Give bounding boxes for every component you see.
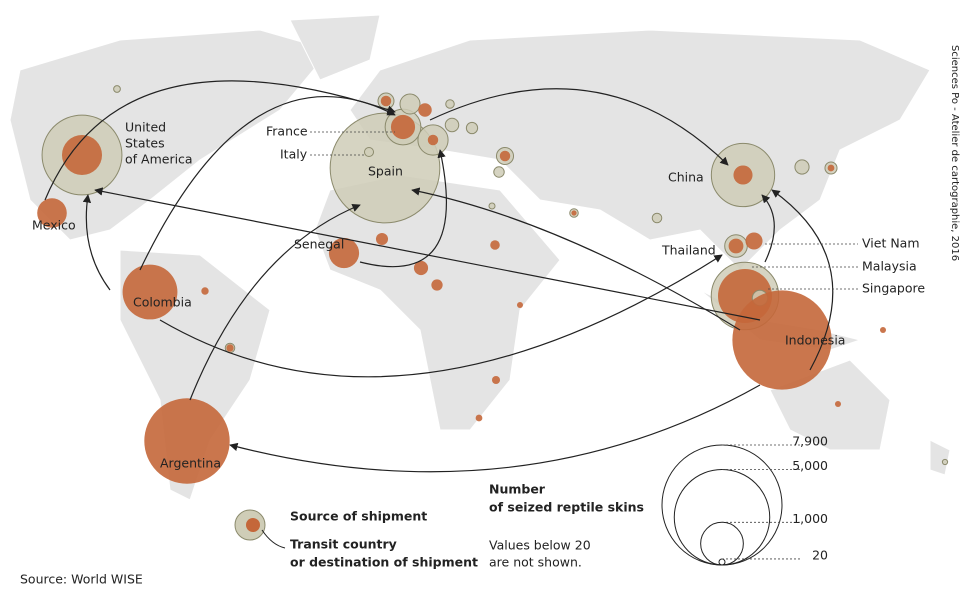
size-legend-note: Values below 20 [489, 538, 591, 553]
country-label: Senegal [294, 237, 344, 252]
source-bubble [122, 264, 178, 320]
legend-transit: Transit country [290, 537, 397, 552]
size-label: 1,000 [792, 511, 828, 526]
transit-bubble [113, 85, 121, 93]
country-label: Malaysia [862, 259, 917, 274]
country-label: Viet Nam [862, 236, 920, 251]
legend-source: Source of shipment [290, 509, 427, 524]
source-bubble [226, 344, 234, 352]
size-label: 20 [812, 547, 828, 562]
source-bubble [728, 238, 744, 254]
country-label: China [668, 170, 704, 185]
source-bubble [490, 240, 500, 250]
source-bubble [732, 290, 832, 390]
country-label: Colombia [133, 295, 192, 310]
country-label: Argentina [160, 456, 221, 471]
source-bubble [516, 301, 524, 309]
country-label: United [125, 120, 166, 135]
source-bubble [834, 400, 842, 408]
source-bubble [390, 114, 416, 140]
size-circle [673, 469, 771, 566]
source-bubble [431, 279, 443, 291]
legend-source-symbol [246, 518, 260, 532]
transit-bubble [399, 93, 421, 115]
source-bubble [745, 232, 763, 250]
legend-leader [261, 529, 286, 549]
size-circle [718, 558, 726, 566]
transit-bubble [444, 117, 460, 133]
country-label: France [266, 124, 308, 139]
country-label: States [125, 136, 165, 151]
source-bubble [499, 150, 511, 162]
source-note: Source: World WISE [20, 572, 143, 587]
country-label: Singapore [862, 281, 925, 296]
source-bubble [201, 287, 209, 295]
size-label: 7,900 [792, 434, 828, 449]
credit: Sciences Po - Atelier de cartographie, 2… [949, 45, 960, 261]
source-bubble [427, 134, 439, 146]
size-label: 5,000 [792, 458, 828, 473]
source-bubble [328, 237, 360, 269]
flows [44, 80, 834, 473]
transit-bubble [794, 159, 810, 175]
source-bubble [380, 95, 392, 107]
source-bubble [571, 210, 577, 216]
source-bubble [733, 165, 753, 185]
legend-transit: or destination of shipment [290, 555, 478, 570]
country-label: Indonesia [785, 333, 845, 348]
source-bubble [492, 376, 500, 384]
source-bubble [375, 232, 389, 246]
country-label: of America [125, 152, 193, 167]
country-label: Thailand [661, 243, 716, 258]
source-bubble [37, 198, 67, 228]
transit-bubble [465, 121, 479, 135]
size-legend-title: Number [489, 482, 546, 497]
source-bubble [413, 260, 429, 276]
country-label: Spain [368, 164, 403, 179]
transit-bubble [493, 166, 505, 178]
source-bubble [61, 134, 103, 176]
size-circle [661, 444, 783, 566]
transit-bubble [488, 202, 496, 210]
transit-bubble [651, 212, 663, 224]
size-legend-note: are not shown. [489, 555, 582, 570]
country-label: Mexico [32, 218, 76, 233]
source-bubble [144, 398, 230, 484]
transit-bubble [363, 146, 375, 158]
source-bubble [827, 164, 835, 172]
source-bubble [879, 326, 887, 334]
source-bubble [475, 414, 483, 422]
transit-bubble [445, 99, 455, 109]
source-bubble [418, 103, 432, 117]
size-legend: 7,900 5,000 1,000 20 [661, 434, 828, 566]
transit-bubble [941, 458, 949, 466]
legend: Source of shipment Transit country or de… [234, 482, 644, 570]
country-label: Italy [280, 147, 308, 162]
size-legend-title: of seized reptile skins [489, 500, 644, 515]
